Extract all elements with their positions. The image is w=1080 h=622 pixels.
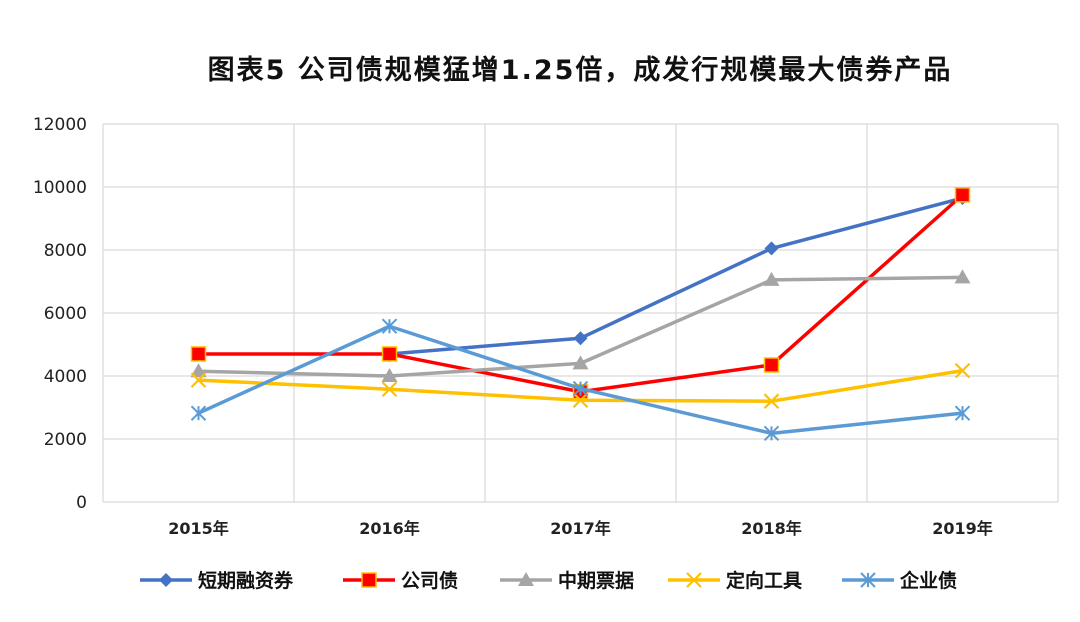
data-point [763,271,780,286]
axis-layer: 0 2000 4000 6000 8000 10000 12000 2015年 2016年 201… [33,115,993,538]
grid-layer [102,123,1059,503]
data-point [572,355,589,370]
data-point [573,331,588,346]
data-point [764,241,779,256]
legend-item: 中期票据 [500,569,634,592]
data-point [572,392,589,409]
data-point [954,362,971,379]
x-tick-label: 2016年 [359,519,420,538]
y-tick-label: 6000 [44,304,87,324]
legend-marker [860,572,876,588]
legend-marker [159,573,173,587]
data-point [381,318,398,334]
data-point [190,346,207,362]
legend-item: 企业债 [842,569,957,592]
chart-title: 图表5 公司债规模猛增1.25倍，成发行规模最大债券产品 [207,55,953,86]
data-point [763,425,780,442]
legend-item: 定向工具 [668,569,802,592]
data-point [190,372,207,388]
data-point [954,405,971,421]
data-point [381,368,398,382]
series-4 [190,362,971,409]
legend-marker [518,572,534,586]
series-3 [190,269,971,382]
legend-label: 中期票据 [558,569,634,592]
data-point [763,393,780,409]
y-tick-label: 4000 [44,367,87,387]
data-point [381,381,398,398]
series-layer [190,187,971,442]
y-tick-label: 0 [76,493,87,513]
legend: 短期融资券 公司债 中期票据 定向工具 企业债 [140,569,957,592]
legend-label: 短期融资券 [198,569,294,592]
legend-item: 公司债 [343,569,458,592]
data-point [763,357,780,373]
y-tick-label: 10000 [33,178,87,198]
data-point [381,346,398,362]
legend-item: 短期融资券 [140,569,294,592]
x-tick-label: 2018年 [741,519,802,538]
series-5 [190,318,971,442]
data-point [954,187,971,203]
x-tick-label: 2017年 [550,519,611,538]
data-point [954,269,971,284]
legend-label: 企业债 [899,569,957,592]
data-point [572,380,589,397]
x-tick-label: 2019年 [932,519,993,538]
legend-marker [361,572,377,588]
series-line [387,196,965,356]
y-tick-label: 8000 [44,241,87,261]
data-point [190,363,207,378]
legend-label: 公司债 [401,569,458,592]
data-point [190,405,207,421]
legend-marker [686,572,702,588]
legend-label: 定向工具 [726,569,802,592]
x-tick-label: 2015年 [168,519,229,538]
y-tick-label: 2000 [44,430,87,450]
y-tick-label: 12000 [33,115,87,135]
